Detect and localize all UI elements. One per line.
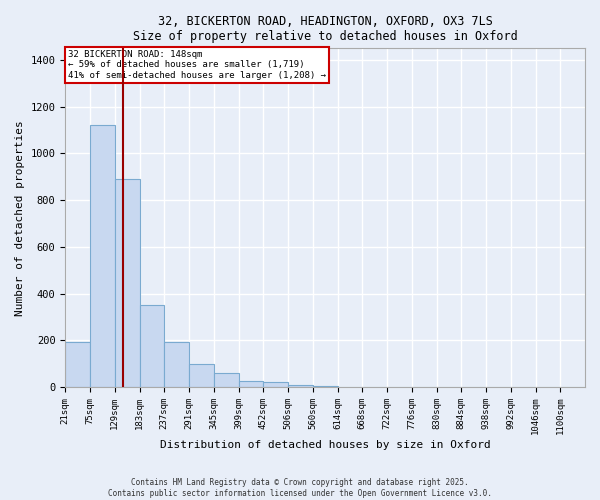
- Bar: [90, 126, 115, 387]
- Bar: [164, 342, 189, 387]
- Y-axis label: Number of detached properties: Number of detached properties: [15, 120, 25, 316]
- Bar: [239, 382, 263, 387]
- Bar: [313, 386, 338, 387]
- Bar: [140, 306, 164, 387]
- Bar: [65, 342, 90, 387]
- Bar: [214, 373, 239, 387]
- Bar: [115, 179, 140, 387]
- Text: 32 BICKERTON ROAD: 148sqm
← 59% of detached houses are smaller (1,719)
41% of se: 32 BICKERTON ROAD: 148sqm ← 59% of detac…: [68, 50, 326, 80]
- X-axis label: Distribution of detached houses by size in Oxford: Distribution of detached houses by size …: [160, 440, 491, 450]
- Bar: [189, 364, 214, 387]
- Title: 32, BICKERTON ROAD, HEADINGTON, OXFORD, OX3 7LS
Size of property relative to det: 32, BICKERTON ROAD, HEADINGTON, OXFORD, …: [133, 15, 518, 43]
- Text: Contains HM Land Registry data © Crown copyright and database right 2025.
Contai: Contains HM Land Registry data © Crown c…: [108, 478, 492, 498]
- Bar: [263, 382, 288, 387]
- Bar: [288, 385, 313, 387]
